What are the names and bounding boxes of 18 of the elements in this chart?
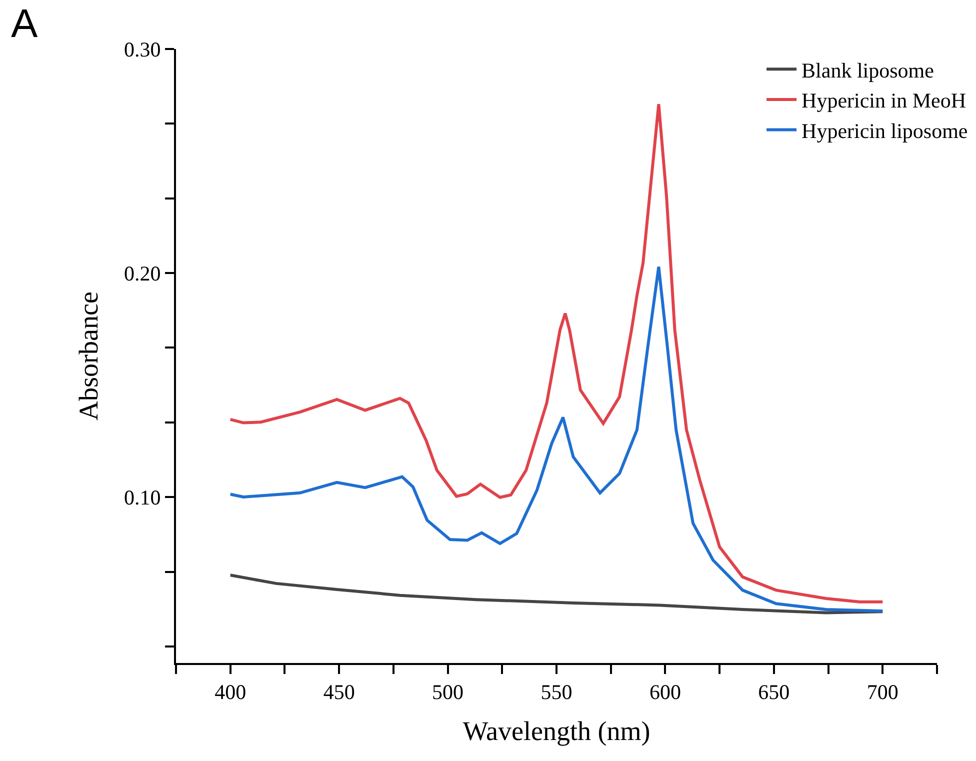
line-series <box>228 574 884 614</box>
x-tick-label: 550 <box>540 680 572 704</box>
x-tick-label: 600 <box>649 680 681 704</box>
text: A <box>11 2 38 46</box>
legend-label: Hypericin liposome <box>802 118 968 143</box>
x-tick-label: 500 <box>432 680 464 704</box>
y-tick-label: 0.20 <box>124 261 161 286</box>
x-tick-label: 400 <box>214 680 246 704</box>
y-tick-label: 0.30 <box>124 37 161 62</box>
y-axis-title: Absorbance <box>74 292 104 420</box>
legend-label: Blank liposome <box>802 58 934 82</box>
x-tick-label: 700 <box>866 680 898 704</box>
x-axis-title: Wavelength (nm) <box>462 716 650 746</box>
legend-label: Hypericin in MeoH <box>802 88 966 113</box>
y-tick-label: 0.10 <box>124 486 161 510</box>
line-series <box>228 265 884 613</box>
x-tick-label: 650 <box>758 680 790 704</box>
x-tick-label: 450 <box>323 680 355 704</box>
